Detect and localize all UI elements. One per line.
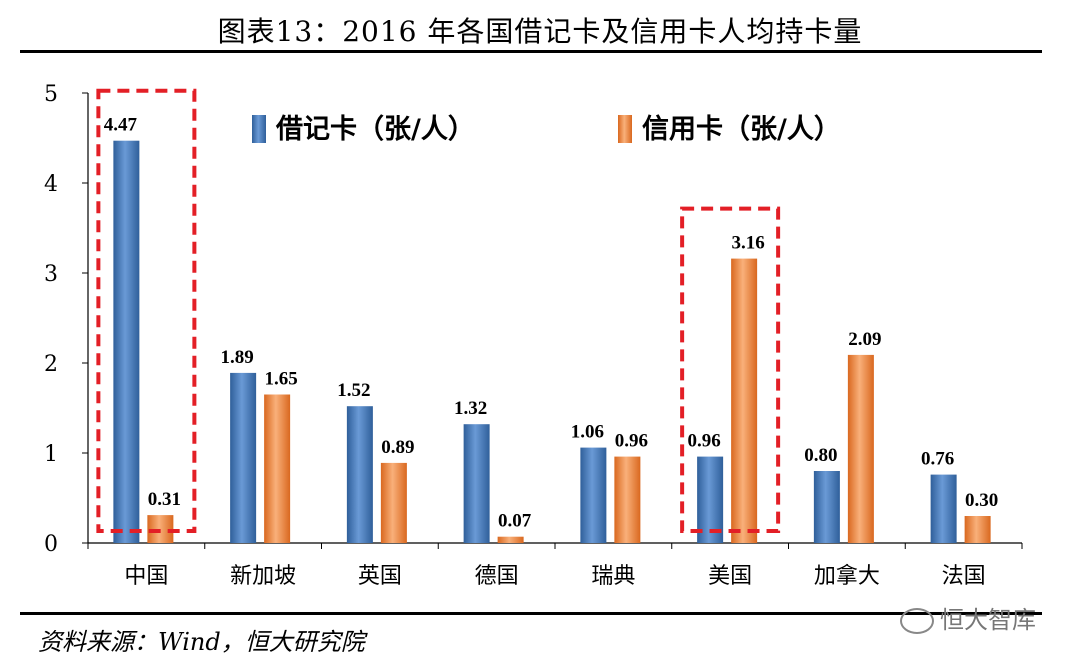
data-label: 0.07 [498, 511, 532, 532]
debit-bar [580, 447, 607, 543]
watermark-text: 恒大智库 [940, 606, 1036, 634]
debit-bar [930, 474, 957, 543]
credit-bar [964, 516, 991, 543]
data-label: 0.31 [148, 489, 181, 510]
data-label: 0.96 [615, 431, 648, 452]
data-label: 0.76 [921, 449, 954, 470]
footer-rule [20, 612, 1042, 615]
debit-bar [463, 424, 490, 543]
legend-swatch [252, 115, 266, 143]
source-note: 资料来源：Wind，恒大研究院 [38, 628, 365, 656]
credit-bar [264, 394, 291, 543]
data-label: 0.89 [381, 437, 414, 458]
wechat-icon [900, 608, 934, 634]
data-label: 2.09 [848, 329, 881, 350]
data-label: 1.32 [454, 398, 487, 419]
data-label: 1.52 [337, 380, 370, 401]
data-label: 1.65 [265, 369, 298, 390]
x-tick-label: 美国 [708, 564, 752, 589]
data-label: 3.16 [732, 233, 765, 254]
y-tick-label: 4 [44, 172, 58, 197]
debit-bar [813, 471, 840, 543]
data-label: 1.06 [571, 422, 604, 443]
y-tick-label: 5 [44, 82, 58, 107]
x-tick-label: 英国 [358, 564, 402, 589]
y-tick-label: 2 [44, 352, 58, 377]
data-label: 1.89 [221, 347, 254, 368]
chart-title: 图表13：2016 年各国借记卡及信用卡人均持卡量 [217, 15, 863, 48]
y-tick-label: 0 [44, 532, 58, 557]
data-label: 0.30 [965, 490, 998, 511]
credit-bar [847, 354, 874, 543]
x-tick-label: 德国 [475, 564, 519, 589]
title-rule [20, 50, 1042, 53]
credit-bar [614, 456, 641, 543]
legend-label: 借记卡（张/人） [275, 114, 475, 145]
credit-bar [497, 536, 524, 543]
debit-bar [346, 406, 373, 543]
data-label: 0.96 [688, 431, 721, 452]
credit-bar [731, 258, 758, 543]
highlight-box [680, 206, 781, 533]
data-label: 4.47 [104, 115, 138, 136]
legend-swatch [618, 115, 632, 143]
watermark: 恒大智库 [900, 600, 1036, 635]
x-tick-label: 瑞典 [591, 564, 635, 589]
legend-label: 信用卡（张/人） [642, 114, 841, 145]
data-label: 0.80 [804, 445, 837, 466]
debit-bar [230, 372, 257, 543]
x-tick-label: 加拿大 [814, 563, 880, 589]
credit-bar [380, 462, 407, 543]
x-tick-label: 中国 [124, 564, 168, 589]
x-tick-label: 法国 [942, 564, 986, 589]
debit-bar [697, 456, 724, 543]
y-tick-label: 3 [44, 262, 58, 287]
highlight-box [96, 88, 197, 533]
y-tick-label: 1 [44, 442, 58, 467]
debit-bar [113, 140, 140, 543]
x-tick-label: 新加坡 [230, 564, 296, 589]
